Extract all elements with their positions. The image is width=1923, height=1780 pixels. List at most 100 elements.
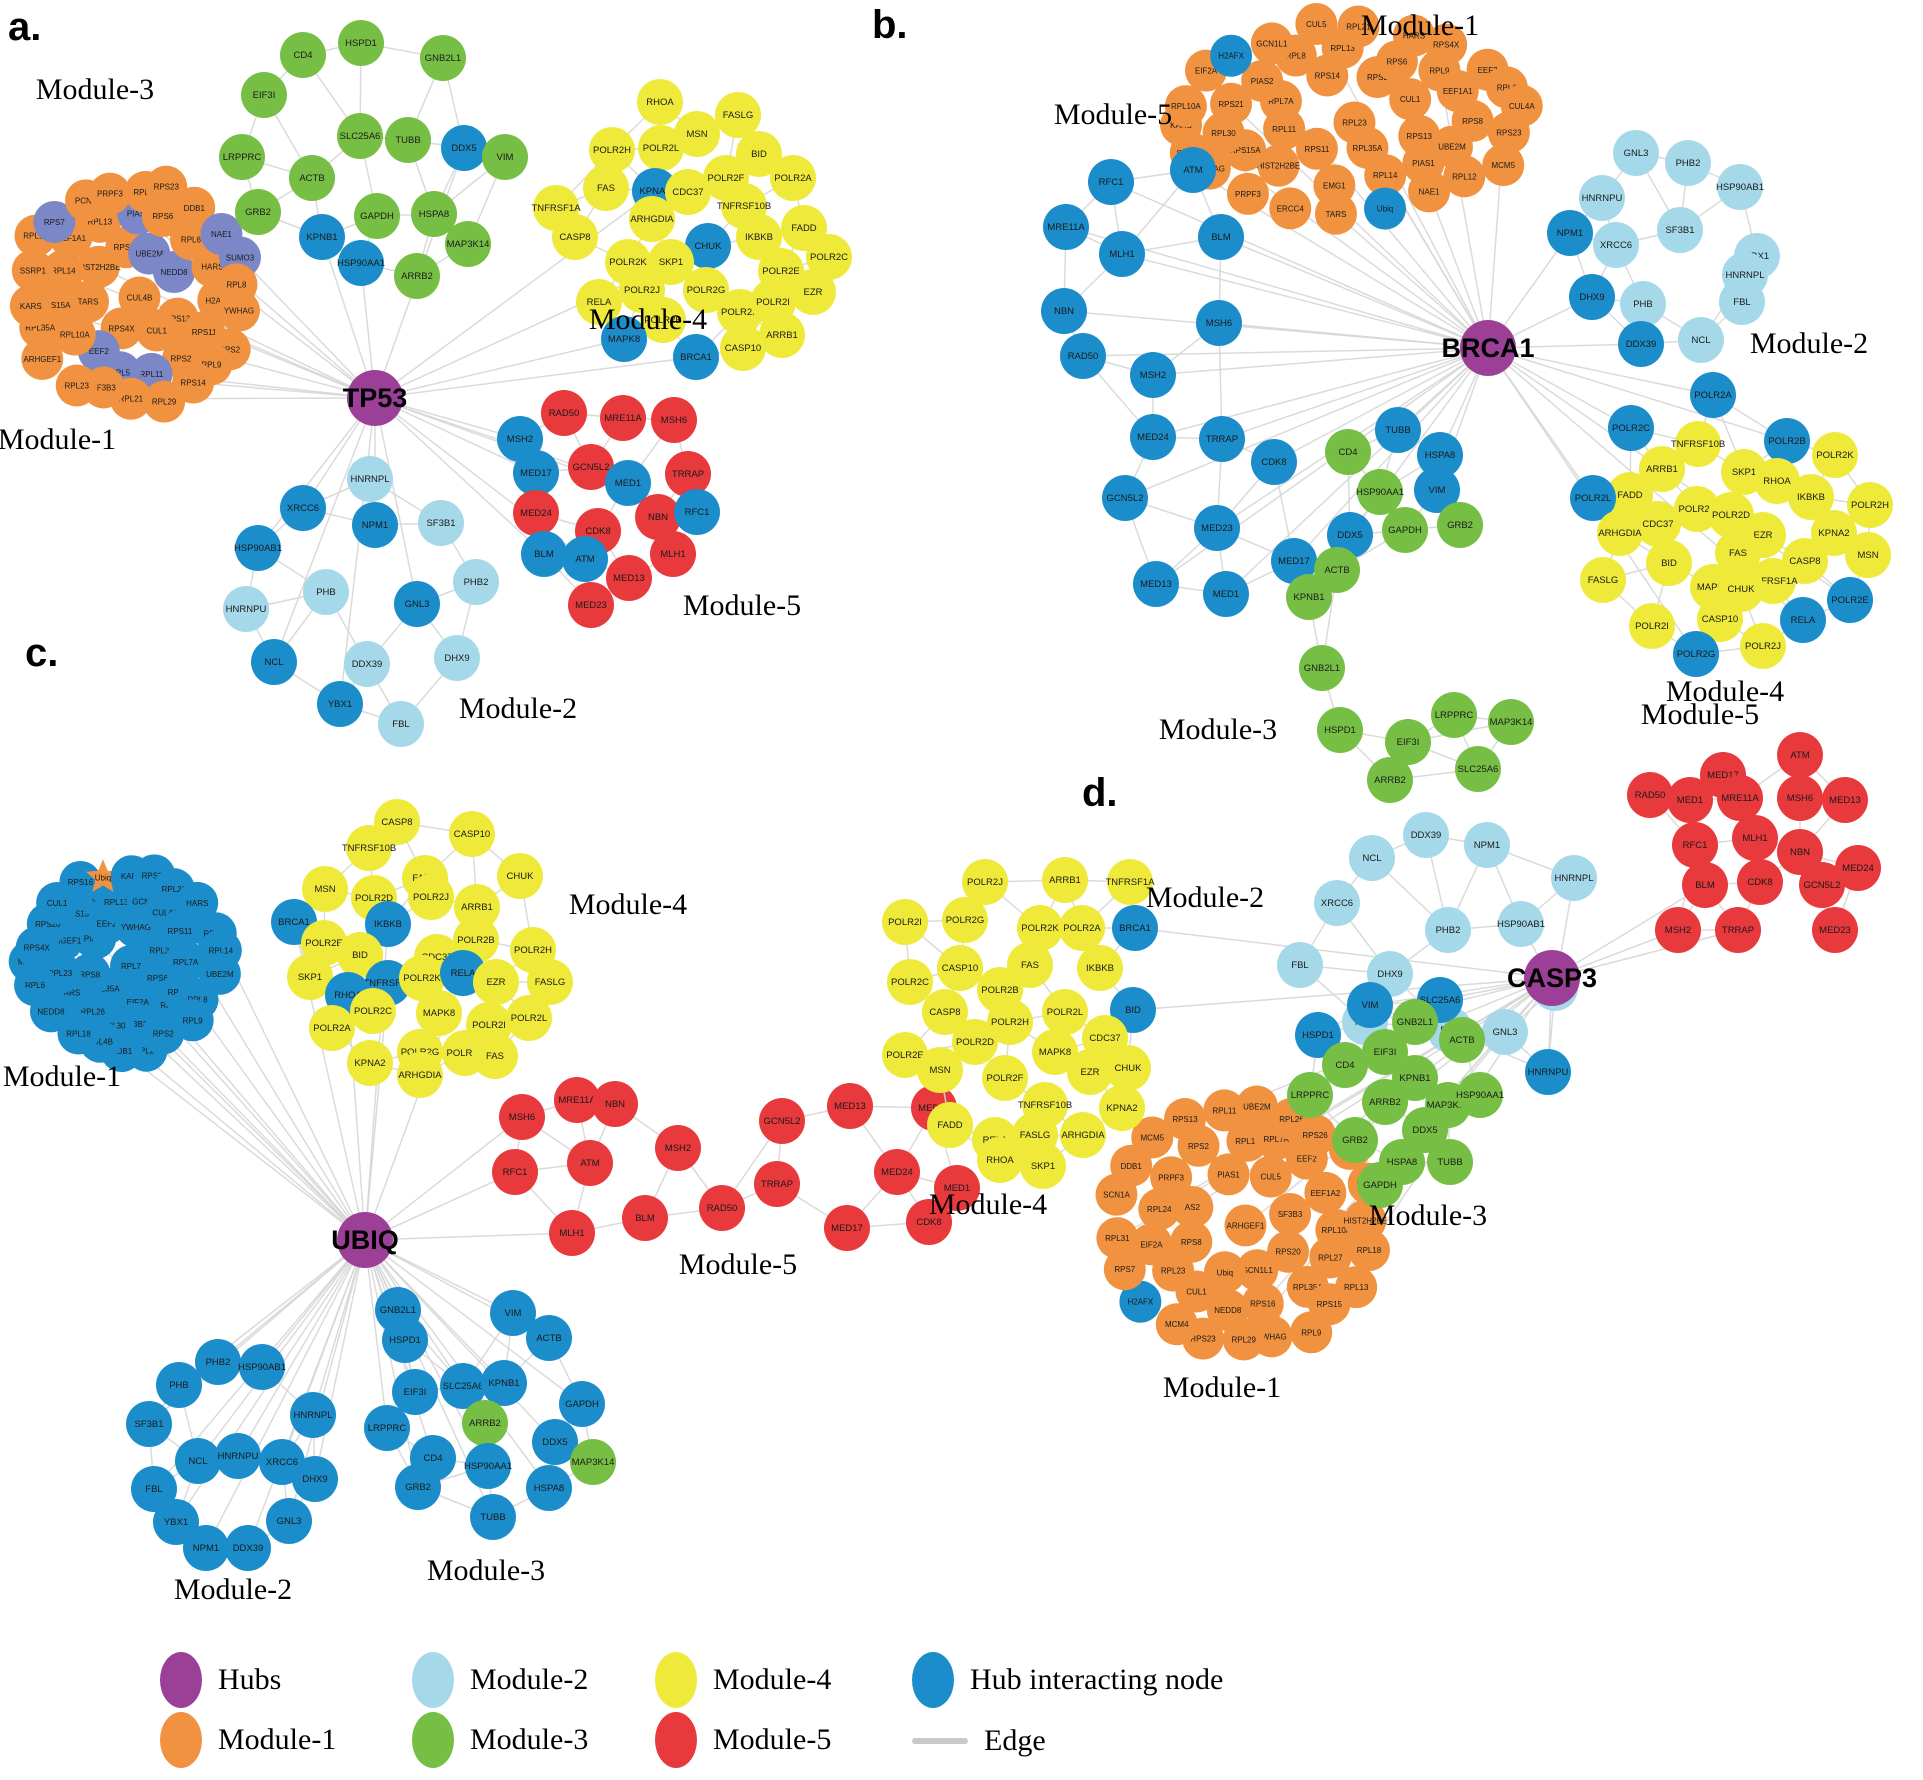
d-node-MED23: MED23: [1812, 907, 1858, 953]
c-node-ACTB: ACTB: [526, 1315, 572, 1361]
legend-label: Module-2: [470, 1663, 589, 1696]
d-node-POLR2L: POLR2L: [1042, 989, 1088, 1035]
b-node-MSN: MSN: [1845, 532, 1891, 578]
edge: [374, 338, 625, 399]
c-node-HSP90AA1: HSP90AA1: [464, 1443, 512, 1489]
d-node-MSN: MSN: [917, 1047, 963, 1093]
b-node-POLR2H: POLR2H: [1847, 482, 1893, 528]
a-node-PHB2: PHB2: [453, 559, 499, 605]
b-node-SLC25A6: SLC25A6: [1455, 746, 1501, 792]
a-node-VIM: VIM: [482, 134, 528, 180]
c-label-module-1: Module-1: [3, 1060, 121, 1093]
a-node-LRPPRC: LRPPRC: [219, 134, 265, 180]
a-node-FAS: FAS: [583, 165, 629, 211]
a-node-HSPD1: HSPD1: [338, 20, 384, 66]
c-node-GAPDH: GAPDH: [559, 1381, 605, 1427]
a-node-TUBB: TUBB: [385, 117, 431, 163]
a-node-SLC25A6: SLC25A6: [337, 113, 383, 159]
b-node-MSH2: MSH2: [1130, 352, 1176, 398]
a-node-DDX39: DDX39: [344, 641, 390, 687]
d-node-POLR2F: POLR2F: [982, 1055, 1028, 1101]
c-node-MED17: MED17: [824, 1205, 870, 1251]
module-4-color-swatch: [655, 1652, 697, 1708]
edge: [364, 1116, 523, 1241]
a-node-ARRB2: ARRB2: [394, 253, 440, 299]
d-node-CHUK: CHUK: [1105, 1045, 1151, 1091]
b-node-POLR2J: POLR2J: [1740, 623, 1786, 669]
a-node-GNL3: GNL3: [394, 581, 440, 627]
c-node-EIF3I: EIF3I: [392, 1369, 438, 1415]
b-node-GNB2L1: GNB2L1: [1299, 645, 1345, 691]
c-node-GRB2: GRB2: [395, 1464, 441, 1510]
d-node-ARRB1: ARRB1: [1042, 857, 1088, 903]
legend-item-hubs: Hubs: [160, 1652, 281, 1708]
a-node-GNB2L1: GNB2L1: [420, 35, 466, 81]
panel-a: CUL4BRPS13CUL1RPS4XTARSHIST2H2BERPS16UBE…: [0, 5, 852, 747]
c-node-ARHGDIA: ARHGDIA: [397, 1052, 443, 1098]
c-module-4-cluster: CASP8CASP10TNFRSF10BFADDCHUKMSNPOLR2DPOL…: [271, 799, 573, 1098]
a-node-ATM: ATM: [562, 536, 608, 582]
c-node-MAPK8: MAPK8: [416, 990, 462, 1036]
b-node-TARS: TARS: [1314, 192, 1357, 235]
edge: [1220, 236, 1489, 349]
b-node-POLR2I: POLR2I: [1629, 603, 1675, 649]
d-node-CUL5: CUL5: [1249, 1155, 1292, 1198]
b-node-POLR2E: POLR2E: [1827, 577, 1873, 623]
legend-label: Hubs: [218, 1663, 282, 1696]
b-node-MLH1: MLH1: [1099, 231, 1145, 277]
c-label-module-4: Module-4: [569, 888, 687, 921]
edge: [364, 1239, 556, 1443]
d-node-HSP90AB1: HSP90AB1: [1497, 901, 1545, 947]
b-node-BLM: BLM: [1198, 214, 1244, 260]
c-node-BLM: BLM: [622, 1195, 668, 1241]
d-node-HNRNPU: HNRNPU: [1525, 1049, 1571, 1095]
d-node-RPL18: RPL18: [1347, 1229, 1390, 1272]
c-label-module-3: Module-3: [427, 1554, 545, 1587]
b-node-CDC37: CDC37: [1635, 501, 1681, 547]
b-node-ERCC4: ERCC4: [1269, 187, 1312, 230]
c-node-DDX39: DDX39: [225, 1525, 271, 1571]
b-node-MAP3K14: MAP3K14: [1488, 699, 1534, 745]
edge: [193, 381, 376, 399]
b-node-DHX9: DHX9: [1569, 274, 1615, 320]
a-node-POLR2A: POLR2A: [770, 155, 816, 201]
legend-label: Module-3: [470, 1723, 589, 1756]
edge: [314, 1239, 366, 1480]
d-node-ARHGEF1: ARHGEF1: [1224, 1204, 1267, 1247]
d-node-ACTB: ACTB: [1439, 1017, 1485, 1063]
b-node-ARRB2: ARRB2: [1367, 757, 1413, 803]
panel-letter-d: d.: [1082, 771, 1118, 815]
b-node-GAPDH: GAPDH: [1382, 507, 1428, 553]
c-node-HNRNPL: HNRNPL: [290, 1392, 336, 1438]
panel-c-nodes: RPL7RPS6EIF2ARPL35ARPS8PIAS1EEF2YWHAGRPL…: [8, 799, 980, 1571]
a-node-MAP3K14: MAP3K14: [445, 221, 491, 267]
edge: [121, 1050, 366, 1241]
c-node-HSPD1: HSPD1: [382, 1317, 428, 1363]
module-1-color-swatch: [160, 1712, 202, 1768]
c-node-NBN: NBN: [592, 1081, 638, 1127]
c-node-ATM: ATM: [567, 1140, 613, 1186]
legend-item-module-4: Module-4: [655, 1652, 831, 1708]
edge: [364, 1239, 419, 1488]
d-node-CASP10: CASP10: [937, 945, 983, 991]
b-node-XRCC6: XRCC6: [1593, 222, 1639, 268]
panel-letter-c: c.: [25, 631, 58, 675]
a-node-YBX1: YBX1: [317, 681, 363, 727]
a-label-module-2: Module-2: [459, 692, 577, 725]
d-node-IKBKB: IKBKB: [1077, 945, 1123, 991]
legend-label: Hub interacting node: [970, 1663, 1224, 1696]
d-node-NCL: NCL: [1349, 835, 1395, 881]
b-node-BID: BID: [1646, 540, 1692, 586]
c-node-CDK8: CDK8: [906, 1199, 952, 1245]
edge: [1551, 929, 1739, 979]
d-node-BLM: BLM: [1682, 862, 1728, 908]
d-node-TUBB: TUBB: [1427, 1139, 1473, 1185]
d-node-CDK8: CDK8: [1737, 859, 1783, 905]
c-node-ARRB2: ARRB2: [462, 1400, 508, 1446]
d-node-MCM4: MCM4: [1155, 1303, 1198, 1346]
module-2-color-swatch: [412, 1652, 454, 1708]
